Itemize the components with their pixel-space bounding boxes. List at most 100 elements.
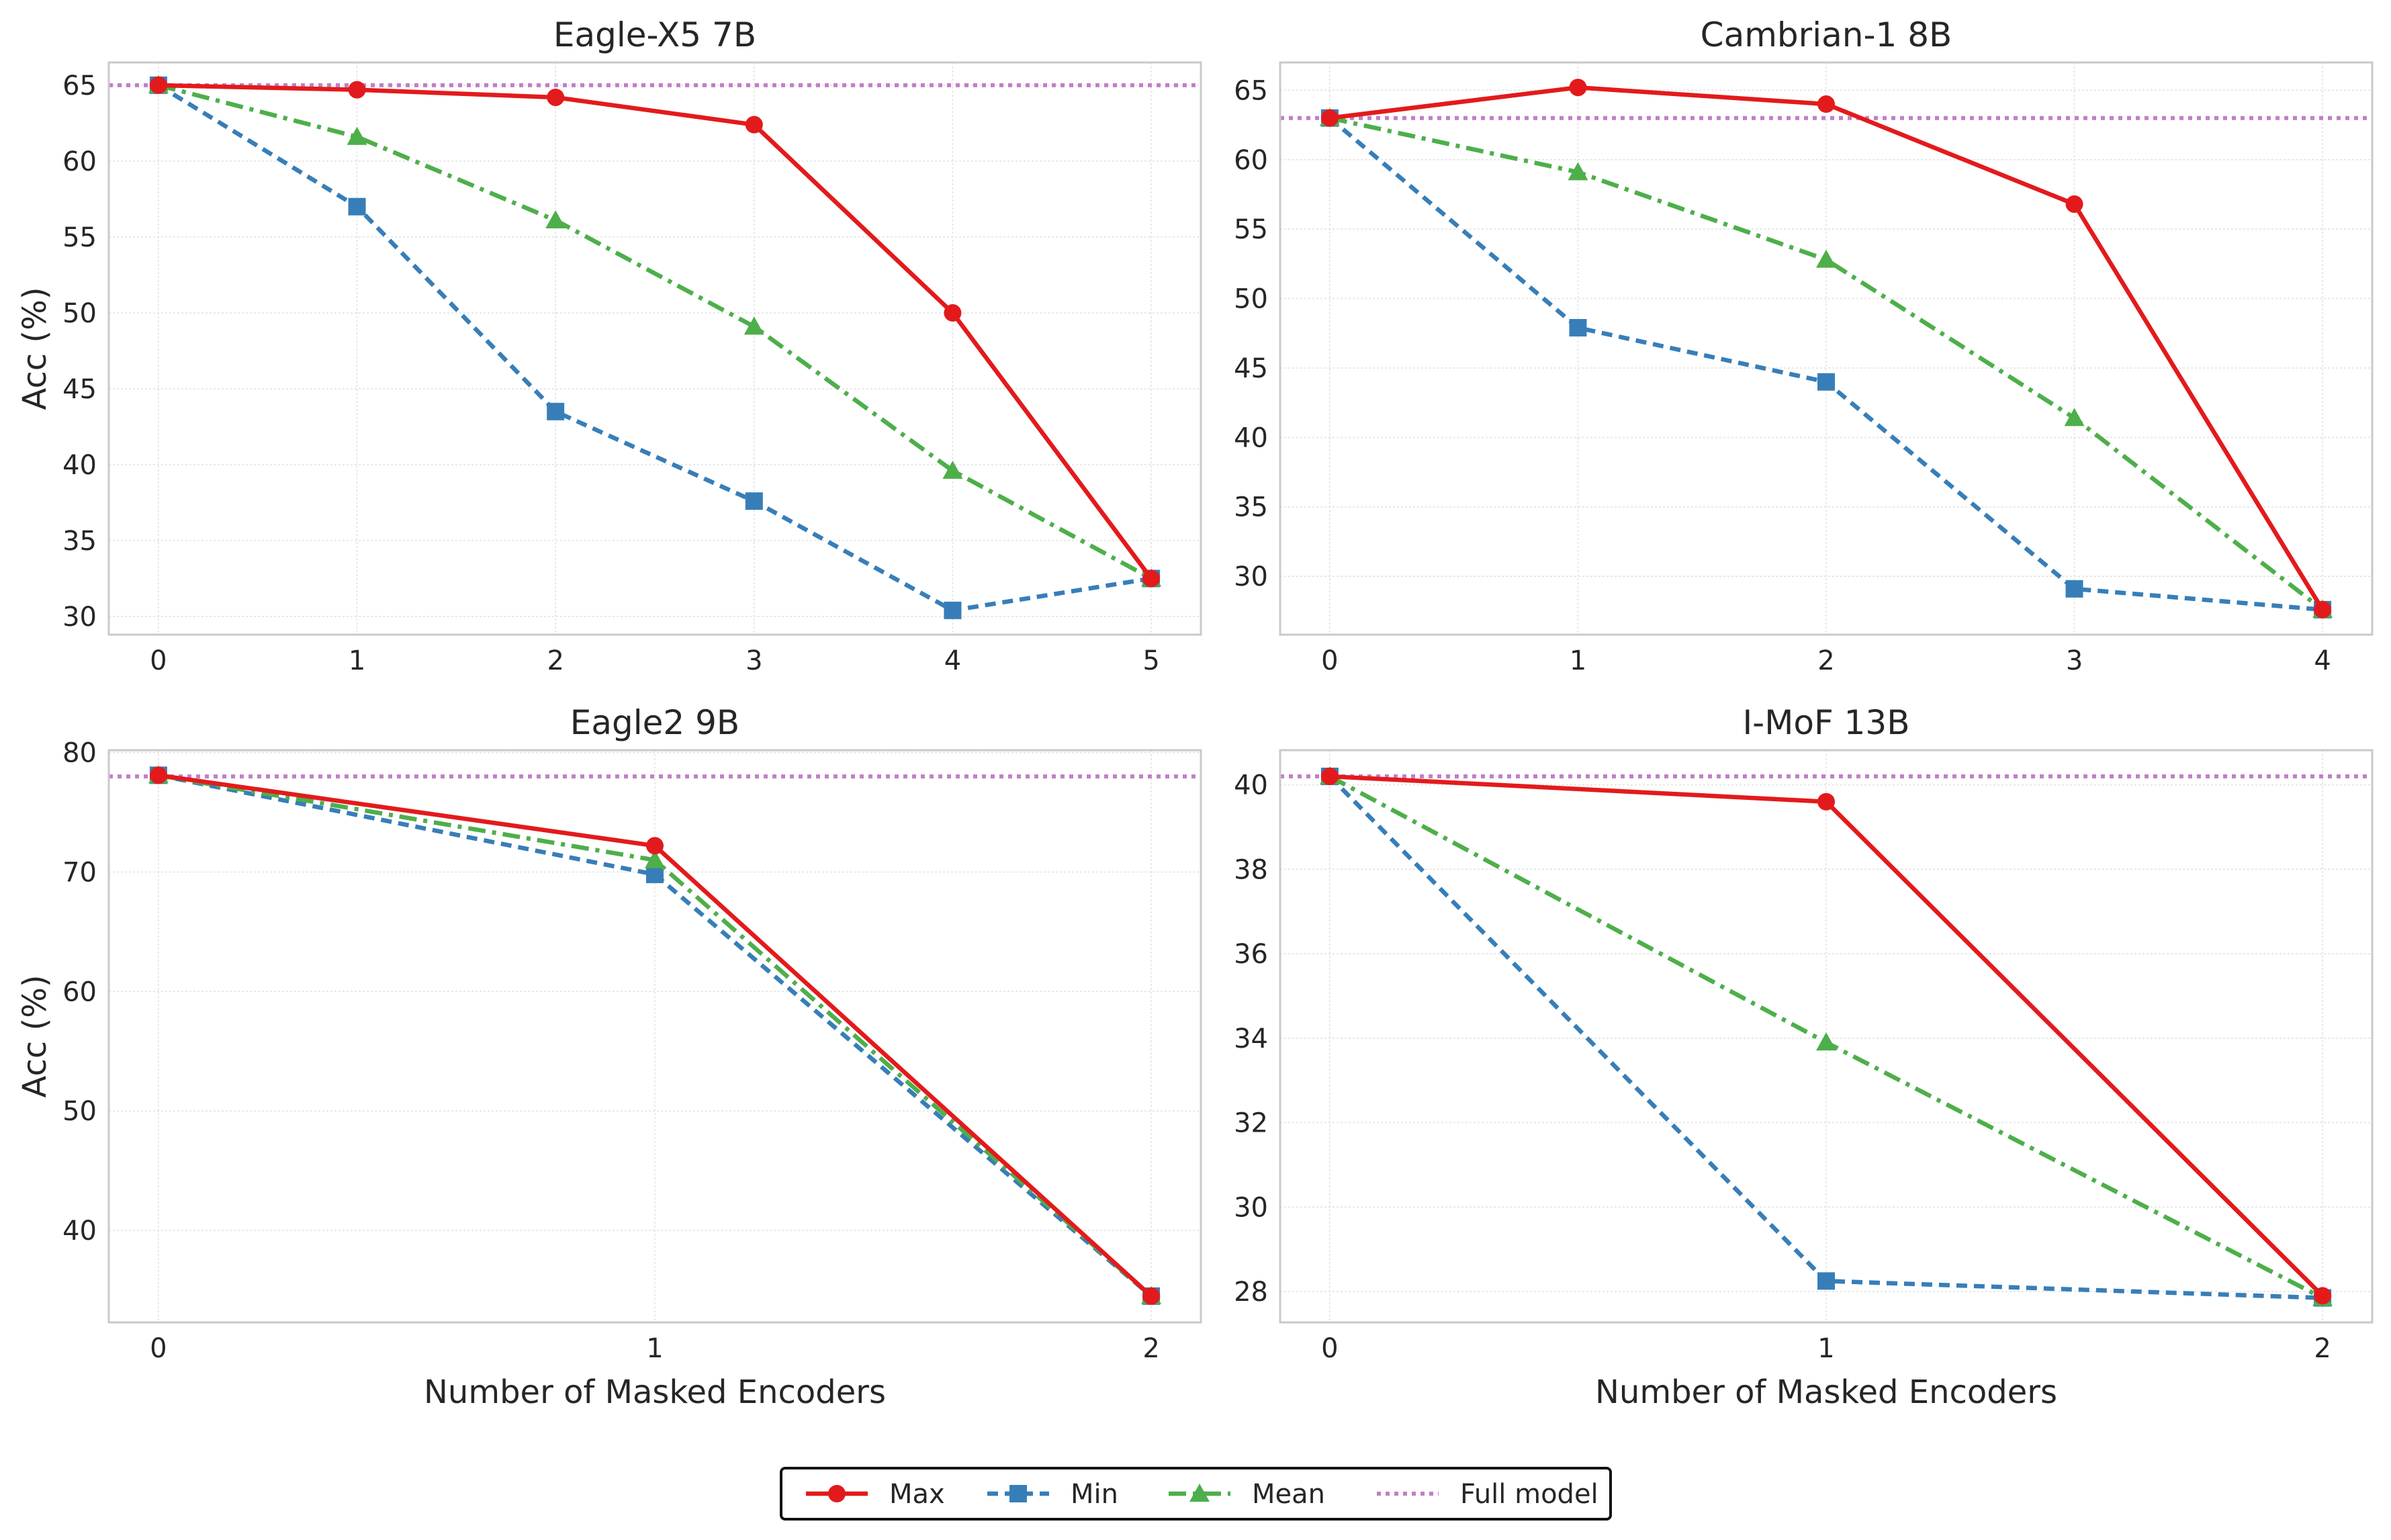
data-point-max	[1569, 79, 1587, 97]
panel-title: Eagle-X5 7B	[553, 15, 756, 54]
x-tick-label: 2	[1817, 645, 1834, 676]
y-tick-label: 35	[62, 526, 97, 557]
x-tick-label: 2	[547, 645, 563, 676]
y-tick-label: 50	[1234, 284, 1268, 315]
y-tick-label: 60	[62, 146, 97, 177]
legend-label: Full model	[1460, 1479, 1598, 1510]
legend-item-full-model: Full model	[1377, 1479, 1598, 1510]
data-point-max	[547, 88, 565, 106]
x-tick-label: 0	[1321, 645, 1338, 676]
x-tick-label: 3	[2066, 645, 2083, 676]
y-tick-label: 65	[62, 71, 97, 101]
x-tick-label: 0	[150, 1333, 167, 1364]
panel-title: Cambrian-1 8B	[1701, 15, 1952, 54]
data-point-min	[944, 601, 962, 619]
x-tick-label: 1	[349, 645, 365, 676]
data-point-mean	[1568, 162, 1588, 181]
y-tick-label: 40	[1234, 770, 1268, 801]
x-tick-label: 5	[1142, 645, 1159, 676]
x-tick-label: 1	[646, 1333, 663, 1364]
x-tick-label: 2	[1142, 1333, 1159, 1364]
legend-marker	[828, 1485, 846, 1502]
y-tick-label: 30	[1234, 1192, 1268, 1223]
y-tick-label: 65	[1234, 75, 1268, 106]
y-tick-label: 60	[1234, 145, 1268, 176]
data-point-max	[149, 76, 167, 94]
data-point-mean	[2064, 408, 2085, 426]
data-point-max	[2065, 195, 2083, 213]
data-point-max	[2314, 600, 2332, 619]
data-point-mean	[545, 210, 566, 229]
data-point-mean	[645, 850, 665, 868]
data-point-min	[646, 865, 664, 883]
data-point-mean	[1816, 1032, 1836, 1051]
data-point-min	[547, 402, 565, 420]
data-point-min	[2065, 580, 2083, 598]
y-axis-label: Acc (%)	[16, 287, 54, 410]
data-point-max	[1320, 109, 1339, 127]
plot-frame	[1279, 749, 2374, 1324]
data-point-max	[1817, 95, 1835, 114]
y-tick-label: 40	[62, 1216, 97, 1247]
y-tick-label: 32	[1234, 1108, 1268, 1139]
panel-title: Eagle2 9B	[570, 703, 739, 742]
legend-label: Mean	[1252, 1479, 1325, 1510]
legend-marker	[1009, 1485, 1027, 1502]
x-tick-label: 4	[944, 645, 961, 676]
legend: Max Min Mean Full model	[780, 1467, 1612, 1521]
plot-frame	[107, 749, 1202, 1324]
chart-panel-eagle2-9b: Eagle2 9B 40 50 60 70 80 0 1 2 Acc (%) Number of M…	[16, 703, 1202, 1411]
y-tick-label: 80	[62, 738, 97, 769]
y-tick-label: 28	[1234, 1277, 1268, 1308]
y-tick-label: 35	[1234, 492, 1268, 523]
data-point-min	[1817, 373, 1835, 391]
legend-item-min: Min	[987, 1479, 1118, 1510]
data-point-max	[348, 81, 366, 99]
data-point-max	[1320, 767, 1339, 785]
x-tick-label: 4	[2314, 645, 2331, 676]
x-tick-label: 0	[1321, 1333, 1338, 1364]
y-tick-label: 45	[1234, 353, 1268, 384]
data-point-mean	[347, 126, 367, 145]
data-point-mean	[743, 316, 764, 335]
panel-title: I-MoF 13B	[1742, 703, 1909, 742]
data-point-max	[944, 304, 962, 322]
y-tick-label: 50	[62, 1096, 97, 1127]
y-axis-label: Acc (%)	[16, 975, 54, 1097]
chart-panel-cambrian-1-8b: Cambrian-1 8B 30 35 40 45 50 55 60 65 0 1 2 3 4	[1234, 15, 2374, 676]
y-tick-label: 40	[1234, 422, 1268, 453]
x-axis-label: Number of Masked Encoders	[1595, 1373, 2057, 1411]
y-tick-label: 70	[62, 857, 97, 888]
x-tick-label: 1	[1570, 645, 1586, 676]
legend-marker	[1189, 1484, 1210, 1502]
x-tick-label: 3	[746, 645, 762, 676]
y-tick-label: 40	[62, 450, 97, 481]
data-point-max	[646, 837, 664, 855]
data-point-max	[1142, 570, 1161, 588]
data-point-max	[2314, 1287, 2332, 1305]
legend-label: Min	[1071, 1479, 1118, 1510]
data-point-max	[1142, 1287, 1161, 1305]
x-tick-label: 0	[150, 645, 167, 676]
y-tick-label: 50	[62, 298, 97, 329]
series-line-mean	[158, 83, 1153, 581]
y-tick-label: 38	[1234, 854, 1268, 885]
data-point-min	[745, 492, 763, 510]
series-line-max	[158, 83, 1153, 580]
x-axis-label: Number of Masked Encoders	[424, 1373, 886, 1411]
y-tick-label: 60	[62, 977, 97, 1007]
data-point-mean	[1816, 249, 1836, 268]
series-line-mean	[1329, 116, 2325, 612]
x-tick-label: 1	[1817, 1333, 1834, 1364]
plot-frame	[107, 61, 1202, 636]
legend-item-max: Max	[806, 1479, 945, 1510]
x-tick-label: 2	[2314, 1333, 2331, 1364]
data-point-max	[1817, 792, 1835, 811]
series-line-min	[157, 83, 1152, 613]
y-tick-label: 55	[1234, 214, 1268, 245]
y-tick-label: 34	[1234, 1024, 1268, 1054]
y-tick-label: 55	[62, 222, 97, 253]
data-point-min	[348, 197, 366, 216]
